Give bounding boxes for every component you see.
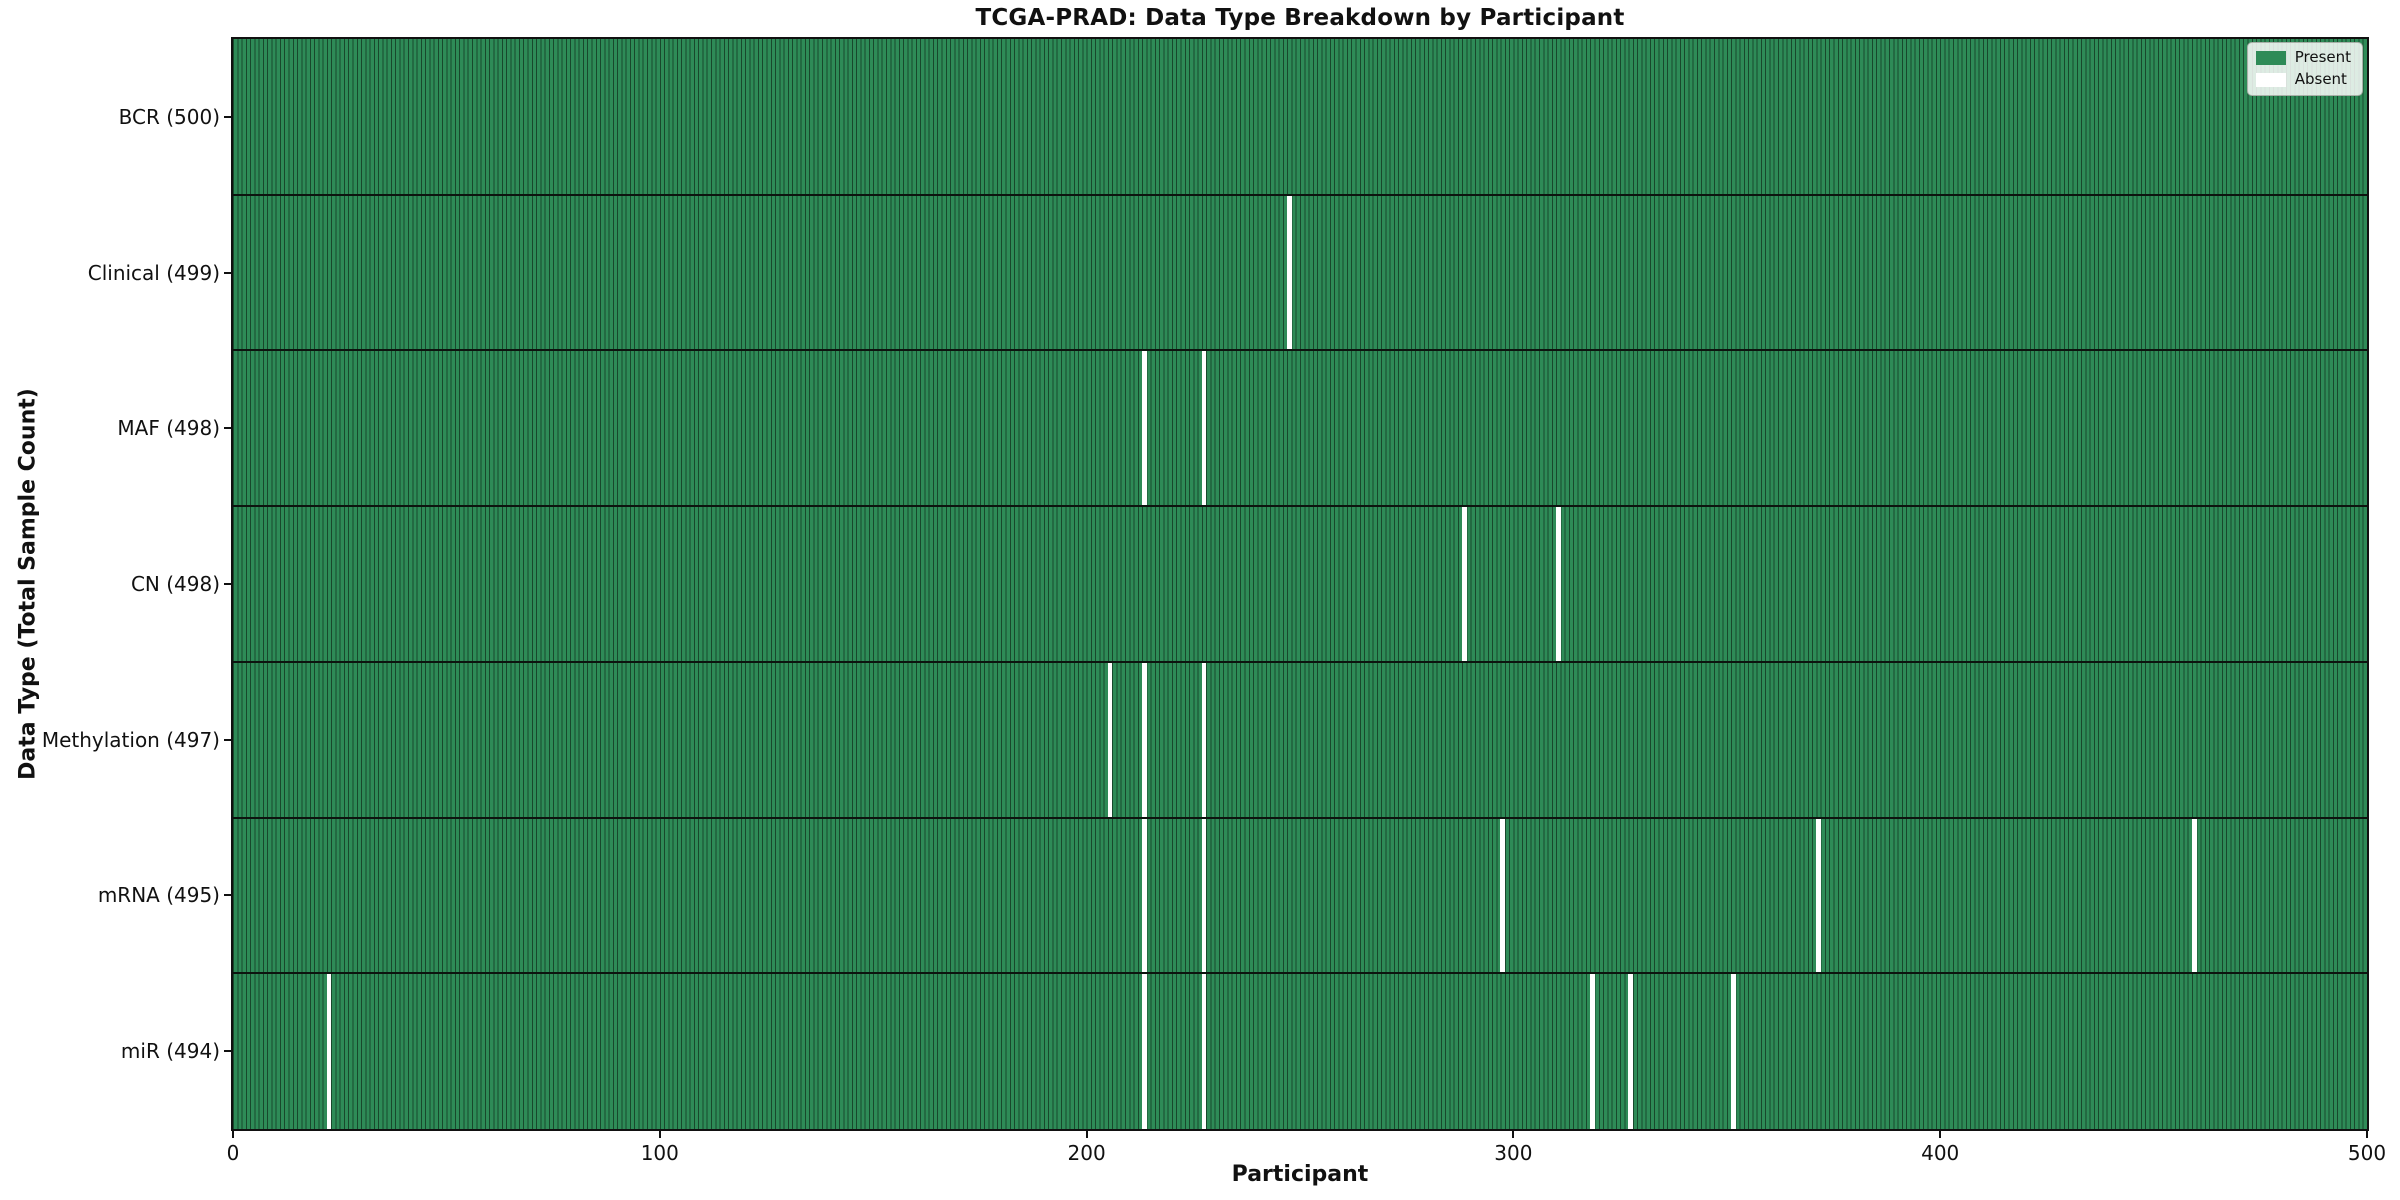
row-divider <box>233 349 2367 352</box>
heatmap-row-clinical <box>233 194 2367 351</box>
absent-gap <box>1201 817 1207 974</box>
row-divider <box>233 505 2367 508</box>
absent-gap <box>1555 506 1561 662</box>
y-tick-label: MAF (498) <box>117 416 220 441</box>
absent-gap <box>1141 817 1147 974</box>
absent-gap <box>1286 194 1292 351</box>
legend-swatch-absent-icon <box>2255 72 2286 87</box>
y-tick-mark <box>224 738 231 741</box>
row-divider <box>233 816 2367 819</box>
legend-label-present: Present <box>2294 48 2351 66</box>
absent-gap <box>1201 350 1207 507</box>
absent-gap <box>1589 973 1595 1129</box>
y-tick-mark <box>224 271 231 274</box>
row-divider <box>233 660 2367 663</box>
heatmap-row-bcr <box>233 39 2367 195</box>
x-tick-label: 400 <box>1921 1141 1960 1165</box>
heatmap-row-mrna <box>233 817 2367 974</box>
heatmap-row-methylation <box>233 661 2367 818</box>
y-tick-mark <box>224 115 231 118</box>
x-axis-label: Participant <box>1231 1162 1369 1187</box>
legend-item-present: Present <box>2255 48 2351 66</box>
plot-area: Present Absent <box>231 37 2369 1131</box>
y-tick-label: mRNA (495) <box>97 883 220 908</box>
y-tick-label: CN (498) <box>130 572 220 596</box>
x-tick-label: 200 <box>1067 1141 1106 1165</box>
y-tick-label: Methylation (497) <box>41 727 220 752</box>
absent-gap <box>2191 817 2197 974</box>
row-divider <box>233 193 2367 196</box>
y-tick-mark <box>224 583 231 585</box>
x-tick-label: 0 <box>226 1141 240 1165</box>
absent-gap <box>1141 661 1147 818</box>
x-tick-mark <box>658 1131 661 1138</box>
absent-gap <box>1461 506 1467 662</box>
x-tick-mark <box>232 1131 234 1138</box>
x-tick-label: 300 <box>1494 1141 1533 1165</box>
x-tick-mark <box>1512 1131 1515 1138</box>
y-tick-label: miR (494) <box>120 1039 220 1064</box>
legend-label-absent: Absent <box>2294 70 2347 88</box>
x-tick-label: 500 <box>2347 1141 2387 1165</box>
absent-gap <box>1730 973 1736 1129</box>
absent-gap <box>1628 973 1634 1129</box>
y-tick-label: Clinical (499) <box>87 260 220 285</box>
chart-title: TCGA-PRAD: Data Type Breakdown by Partic… <box>975 5 1625 31</box>
heatmap-row-maf <box>233 350 2367 507</box>
absent-gap <box>1201 973 1207 1129</box>
x-tick-mark <box>1939 1131 1942 1138</box>
absent-gap <box>1107 661 1113 818</box>
y-tick-mark <box>224 427 231 430</box>
legend: Present Absent <box>2246 42 2363 96</box>
absent-gap <box>1500 817 1506 974</box>
row-divider <box>233 972 2367 975</box>
absent-gap <box>1141 973 1147 1129</box>
y-tick-label: BCR (500) <box>118 104 220 129</box>
legend-item-absent: Absent <box>2255 70 2351 88</box>
y-tick-mark <box>224 894 231 897</box>
absent-gap <box>326 973 332 1129</box>
y-tick-mark <box>224 1050 231 1053</box>
absent-gap <box>1201 661 1207 818</box>
heatmap-row-mir <box>233 973 2367 1129</box>
heatmap-row-cn <box>233 506 2367 662</box>
legend-swatch-present-icon <box>2255 50 2286 65</box>
absent-gap <box>1141 350 1147 507</box>
x-tick-label: 100 <box>640 1141 679 1165</box>
absent-gap <box>1816 817 1821 974</box>
x-tick-mark <box>2366 1131 2368 1138</box>
x-tick-mark <box>1085 1131 1088 1138</box>
